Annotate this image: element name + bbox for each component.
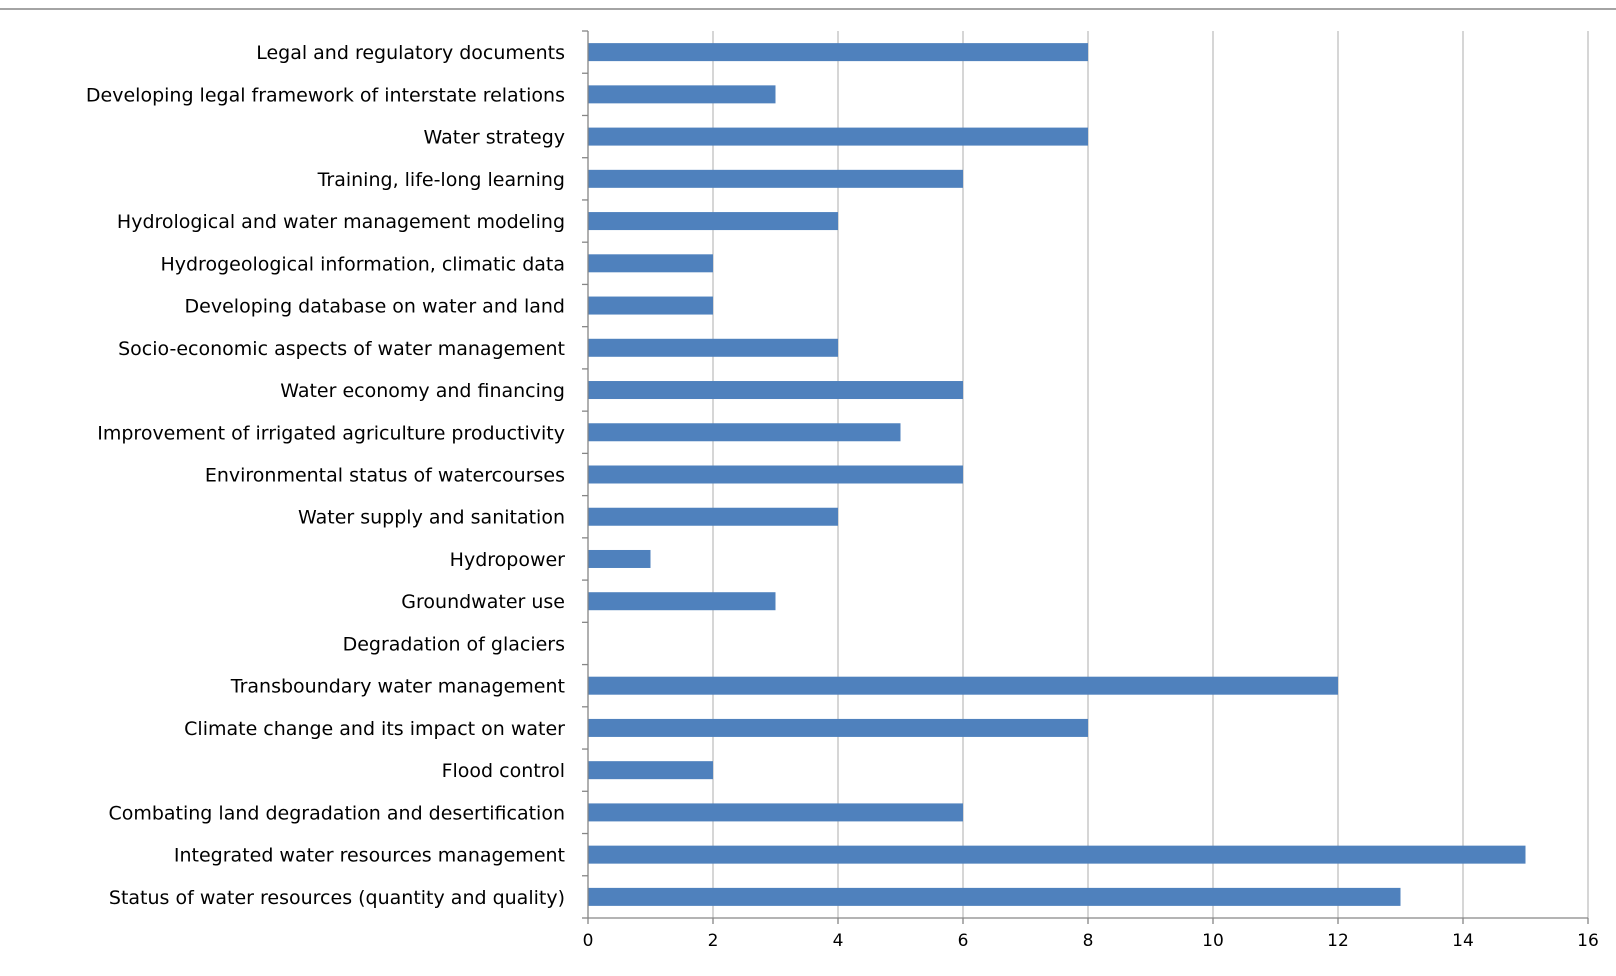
category-label: Water economy and financing: [280, 380, 565, 402]
bar: [588, 43, 1088, 62]
x-tick-label: 2: [708, 931, 719, 951]
x-tick-label: 16: [1577, 931, 1599, 951]
x-tick-label: 12: [1327, 931, 1349, 951]
category-label: Hydrological and water management modeli…: [117, 211, 565, 233]
category-label: Degradation of glaciers: [343, 633, 565, 655]
category-label: Training, life-long learning: [317, 169, 565, 191]
bar: [588, 887, 1401, 906]
category-label: Water strategy: [424, 127, 565, 149]
category-label: Flood control: [442, 760, 565, 782]
category-label: Environmental status of watercourses: [205, 465, 565, 487]
category-label: Developing legal framework of interstate…: [86, 84, 565, 106]
category-label: Developing database on water and land: [185, 296, 565, 318]
axes: [582, 30, 1589, 924]
x-tick-label: 6: [958, 931, 969, 951]
bar: [588, 592, 776, 611]
bar: [588, 169, 963, 188]
bars: [588, 43, 1526, 906]
bar: [588, 803, 963, 822]
bar: [588, 676, 1338, 695]
x-tick-label: 10: [1202, 931, 1224, 951]
bar: [588, 761, 713, 780]
x-tick-labels: 0 2 4 6 8 10 12 14 16: [583, 931, 1599, 951]
category-label: Socio-economic aspects of water manageme…: [118, 338, 565, 360]
category-label: Transboundary water management: [230, 676, 565, 698]
category-label: Climate change and its impact on water: [184, 718, 565, 740]
category-label: Water supply and sanitation: [298, 507, 565, 529]
bar: [588, 381, 963, 400]
bar: [588, 845, 1526, 864]
x-tick-label: 4: [833, 931, 844, 951]
bar: [588, 549, 651, 568]
bar: [588, 254, 713, 273]
x-tick-label: 0: [583, 931, 594, 951]
category-label: Improvement of irrigated agriculture pro…: [97, 422, 565, 444]
bar: [588, 338, 838, 357]
x-tick-label: 14: [1452, 931, 1474, 951]
bar: [588, 465, 963, 484]
category-label: Hydropower: [450, 549, 566, 571]
bar: [588, 718, 1088, 737]
x-tick-label: 8: [1083, 931, 1094, 951]
category-label: Hydrogeological information, climatic da…: [160, 253, 565, 275]
bar: [588, 296, 713, 315]
bar: [588, 423, 901, 442]
bar: [588, 85, 776, 104]
category-label: Status of water resources (quantity and …: [109, 887, 565, 909]
category-label: Legal and regulatory documents: [256, 42, 565, 64]
bar: [588, 507, 838, 526]
category-label: Combating land degradation and desertifi…: [108, 802, 565, 824]
category-labels: Legal and regulatory documents Developing…: [86, 42, 565, 909]
bar: [588, 127, 1088, 146]
category-label: Groundwater use: [401, 591, 565, 613]
bar: [588, 212, 838, 231]
category-label: Integrated water resources management: [174, 845, 565, 867]
